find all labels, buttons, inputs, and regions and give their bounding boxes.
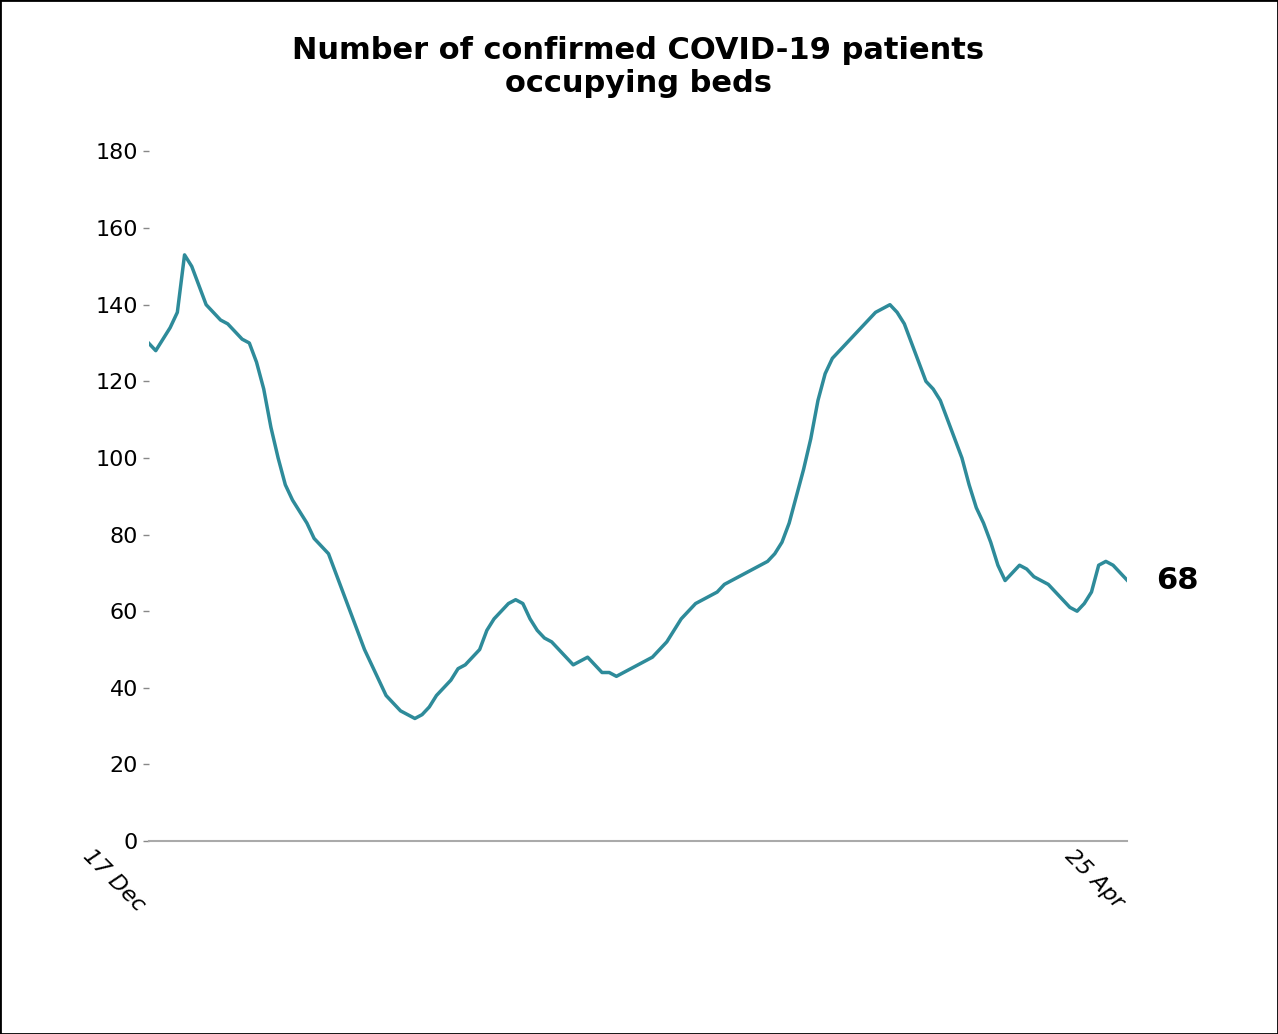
Text: 68: 68 [1157,566,1199,595]
Title: Number of confirmed COVID-19 patients
occupying beds: Number of confirmed COVID-19 patients oc… [291,36,984,98]
